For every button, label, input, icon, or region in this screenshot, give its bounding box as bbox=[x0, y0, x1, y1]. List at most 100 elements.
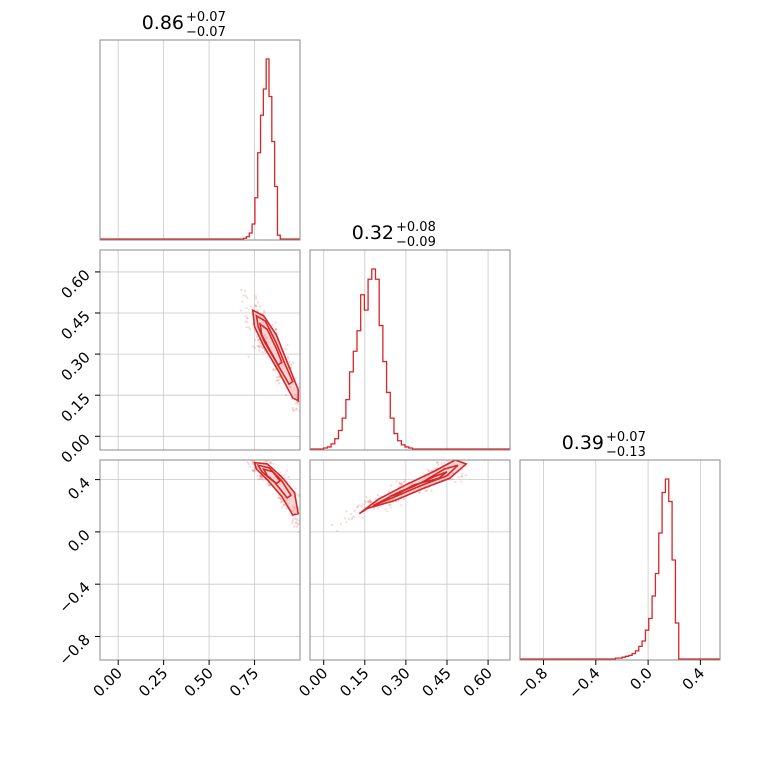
scatter-point bbox=[430, 469, 433, 472]
pair-panel-0-2 bbox=[99, 452, 307, 661]
scatter-point bbox=[254, 304, 257, 307]
scatter-point bbox=[301, 412, 303, 414]
hist-title-upper-0: +0.07 bbox=[186, 10, 226, 25]
scatter-point bbox=[255, 305, 258, 308]
scatter-point bbox=[301, 420, 303, 422]
scatter-point bbox=[384, 508, 387, 511]
scatter-point bbox=[345, 521, 348, 524]
scatter-point bbox=[305, 523, 307, 525]
scatter-point bbox=[293, 525, 296, 528]
scatter-point bbox=[300, 510, 302, 512]
contour-level-2-2 bbox=[389, 471, 448, 498]
scatter-point bbox=[283, 504, 286, 507]
scatter-point bbox=[403, 480, 406, 484]
scatter-point bbox=[272, 462, 275, 466]
contour-group-2 bbox=[358, 460, 468, 515]
scatter-point bbox=[245, 306, 248, 310]
scatter-point bbox=[305, 405, 307, 407]
scatter-point bbox=[386, 510, 389, 513]
scatter-point bbox=[258, 345, 261, 349]
scatter-point bbox=[295, 525, 298, 529]
scatter-point bbox=[403, 479, 406, 482]
hist-title-lower-2: −0.13 bbox=[606, 445, 646, 460]
scatter-point bbox=[269, 461, 272, 464]
scatter-point bbox=[389, 503, 392, 507]
scatter-point bbox=[281, 506, 284, 509]
scatter-point bbox=[255, 335, 259, 339]
scatter-point bbox=[271, 323, 274, 326]
scatter-point bbox=[262, 478, 265, 482]
hist-line-2 bbox=[520, 478, 720, 660]
scatter-point bbox=[368, 501, 371, 504]
scatter-point bbox=[302, 418, 304, 420]
scatter-point bbox=[274, 328, 277, 331]
scatter-point bbox=[259, 474, 262, 477]
hist-title-lower-0: −0.07 bbox=[186, 25, 226, 40]
contour-level-1-0 bbox=[253, 461, 300, 516]
scatter-point bbox=[246, 316, 249, 319]
scatter-point bbox=[295, 493, 298, 496]
scatter-point bbox=[303, 409, 305, 411]
xtick-label-0-1: 0.25 bbox=[135, 664, 171, 700]
scatter-point bbox=[285, 507, 288, 510]
scatter-point bbox=[257, 345, 260, 348]
scatter-point bbox=[485, 455, 487, 457]
scatter-point bbox=[297, 522, 300, 525]
scatter-point bbox=[461, 457, 463, 459]
scatter-point bbox=[258, 454, 260, 456]
scatter-point bbox=[246, 455, 248, 457]
ytick-label-2-3: 0.4 bbox=[64, 474, 94, 504]
scatter-point bbox=[303, 409, 305, 411]
scatter-point bbox=[301, 526, 303, 528]
scatter-point bbox=[278, 496, 281, 499]
xtick-label-2-3: 0.4 bbox=[679, 664, 709, 694]
scatter-point bbox=[290, 363, 293, 366]
scatter-point bbox=[436, 466, 439, 469]
scatter-point bbox=[263, 311, 266, 314]
scatter-point bbox=[291, 518, 295, 521]
scatter-point bbox=[343, 517, 347, 520]
hist-title-upper-1: +0.08 bbox=[396, 220, 436, 235]
scatter-point bbox=[258, 341, 261, 344]
scatter-point bbox=[283, 503, 286, 507]
scatter-point bbox=[368, 500, 372, 503]
hist-title-value-0: 0.86 bbox=[142, 12, 184, 34]
ytick-label-1-3: 0.45 bbox=[57, 307, 93, 343]
scatter-point bbox=[286, 343, 289, 347]
scatter-point bbox=[268, 461, 271, 464]
hist-title-lower-1: −0.09 bbox=[396, 235, 436, 250]
ytick-label-1-4: 0.60 bbox=[57, 266, 93, 302]
scatter-point bbox=[251, 345, 255, 348]
scatter-point bbox=[242, 294, 245, 297]
scatter-point bbox=[274, 327, 278, 330]
scatter-point bbox=[426, 468, 429, 471]
scatter-point bbox=[242, 455, 244, 457]
scatter-point bbox=[427, 469, 431, 473]
scatter-point bbox=[239, 309, 242, 312]
scatter-point bbox=[400, 482, 403, 485]
scatter-point bbox=[301, 496, 303, 498]
scatter-point bbox=[246, 321, 249, 324]
scatter-point bbox=[277, 379, 280, 382]
hist-title-value-1: 0.32 bbox=[352, 222, 394, 244]
scatter-point bbox=[300, 517, 302, 519]
scatter-point bbox=[361, 516, 364, 519]
scatter-point bbox=[242, 452, 244, 454]
scatter-point bbox=[460, 480, 463, 483]
xtick-label-0-3: 0.75 bbox=[226, 664, 262, 700]
scatter-point bbox=[440, 462, 443, 465]
scatter-point bbox=[353, 509, 356, 512]
scatter-point bbox=[424, 489, 427, 493]
hist-frame-0 bbox=[99, 39, 301, 241]
scatter-point bbox=[264, 454, 266, 456]
scatter-point bbox=[266, 460, 269, 463]
scatter-point bbox=[266, 457, 268, 459]
scatter-point bbox=[275, 379, 278, 382]
scatter-point bbox=[246, 461, 249, 464]
contour-level-0-0 bbox=[251, 308, 299, 402]
scatter-point bbox=[303, 420, 305, 422]
scatter-point bbox=[469, 445, 471, 447]
scatter-point bbox=[248, 465, 251, 468]
hist-line-0 bbox=[100, 58, 300, 240]
scatter-point bbox=[257, 339, 260, 342]
